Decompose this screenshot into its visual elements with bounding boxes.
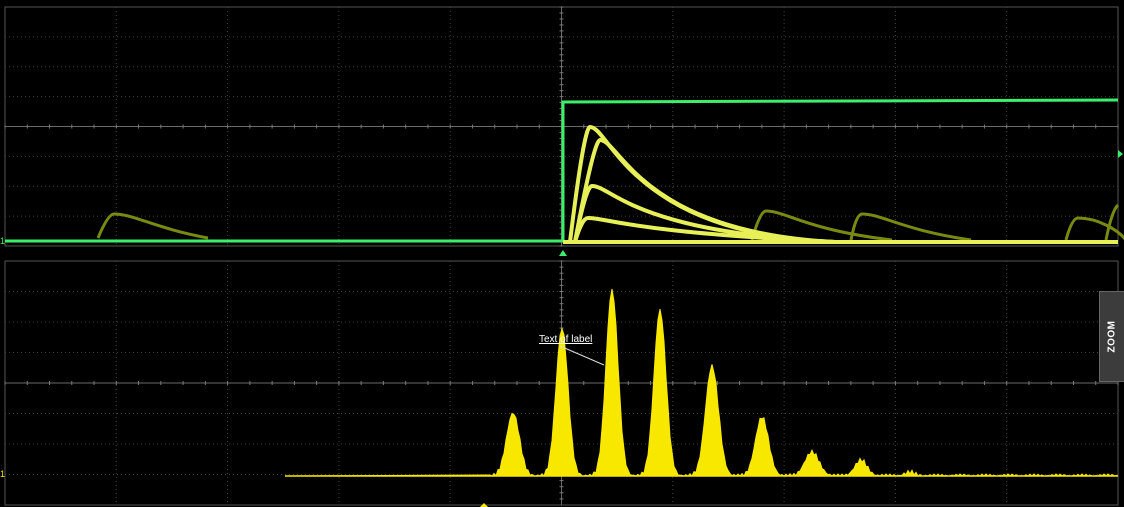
- channel-1-marker-top: 1: [0, 236, 5, 246]
- signal-pulse: [573, 215, 836, 244]
- ghost-pulse: [849, 212, 972, 242]
- histogram-bars: [284, 288, 1119, 477]
- bottom-position-marker: [480, 503, 488, 507]
- annotation-leader: [559, 345, 605, 366]
- ghost-pulse: [96, 212, 209, 240]
- top-waveform: [5, 98, 1124, 244]
- signal-pulse: [573, 137, 836, 244]
- trigger-level-marker: [1118, 150, 1123, 158]
- annotation-label[interactable]: Text of label: [539, 334, 593, 345]
- channel-1-marker-bottom: 1: [0, 469, 5, 479]
- zoom-tab[interactable]: ZOOM: [1099, 291, 1124, 382]
- markers: 11: [0, 150, 1123, 507]
- histogram-trace: [284, 288, 1119, 477]
- ghost-pulse: [1064, 216, 1124, 241]
- step-edge: [561, 98, 1119, 241]
- ghost-pulse: [1104, 203, 1120, 241]
- signal-pulse: [573, 183, 836, 244]
- ghost-pulse: [750, 209, 893, 242]
- zoom-tab-label: ZOOM: [1106, 320, 1118, 353]
- trigger-position-marker: [559, 250, 567, 256]
